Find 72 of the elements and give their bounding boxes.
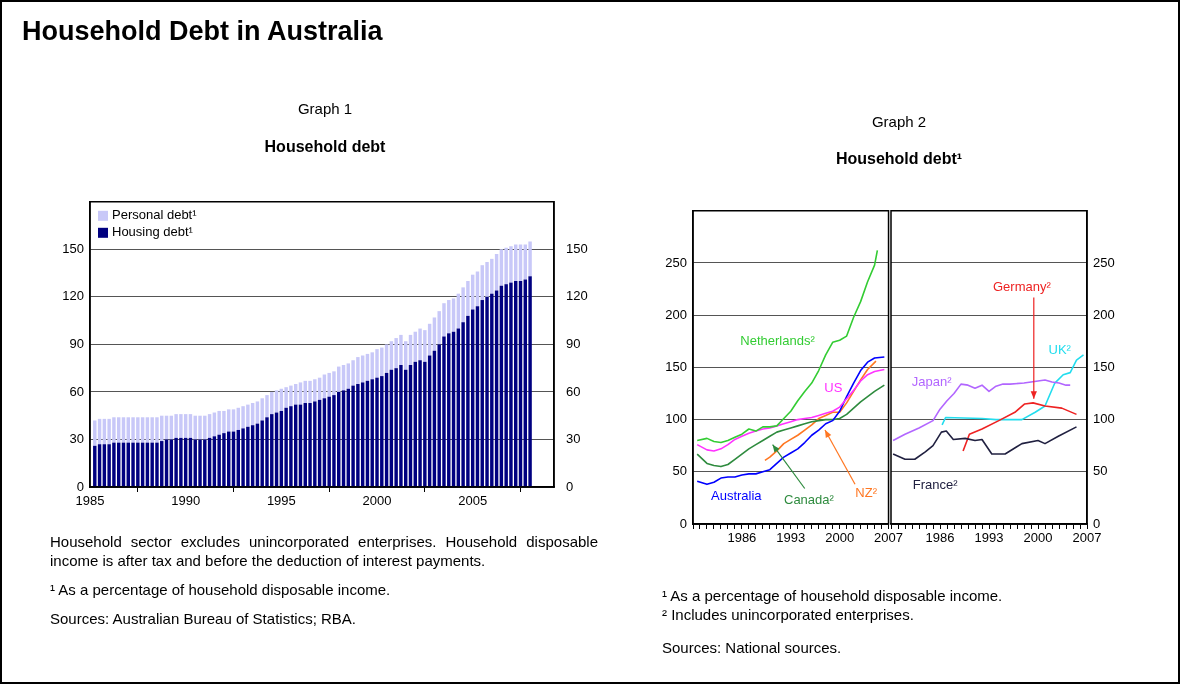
y-tick-label: 200 — [1093, 306, 1115, 322]
y-tick-label: 0 — [76, 478, 84, 494]
bar — [116, 417, 121, 443]
y-tick-label: 50 — [1093, 463, 1108, 479]
text: Germany² — [993, 278, 1052, 294]
y-tick-label: 0 — [679, 515, 687, 531]
y-tick-label: 0 — [1093, 515, 1101, 531]
text: Household Debt in Australia — [22, 16, 383, 47]
y2-tick-label: 60 — [566, 383, 581, 399]
bar — [121, 417, 126, 443]
x-tick-label: 1995 — [266, 493, 296, 509]
y-tick-label: 100 — [665, 411, 687, 427]
text: ² Includes unincorporated enterprises. — [662, 605, 915, 624]
chart-title: Household debt — [263, 138, 387, 156]
chart-subtitle: Graph 1 — [296, 100, 354, 117]
series-label: US — [824, 379, 843, 395]
series-label: Netherlands² — [740, 332, 816, 348]
bar — [140, 417, 145, 443]
y-tick-label: 250 — [665, 254, 687, 270]
series-label: Japan² — [911, 373, 953, 389]
y2-tick-label: 0 — [566, 478, 574, 494]
series-label: France² — [912, 476, 959, 492]
y-tick-label: 90 — [69, 335, 84, 351]
text: ¹ As a percentage of household disposable income. — [662, 586, 1004, 605]
x-tick-label: 2000 — [825, 530, 855, 546]
bar — [346, 363, 351, 389]
x-tick-label: 1985 — [75, 493, 105, 509]
text: Household sector excludes unincorporated enterprises. Household disposable income is after tax and before the deduction of interest payments. — [50, 532, 598, 570]
x-tick-label: 2000 — [1023, 530, 1053, 546]
y-tick-label: 150 — [62, 240, 84, 256]
chart-subtitle: Graph 2 — [870, 113, 928, 130]
source-note: Sources: Australian Bureau of Statistics; RBA. — [50, 609, 357, 628]
x-tick-label: 2000 — [362, 493, 392, 509]
bar — [93, 420, 97, 446]
bar — [231, 409, 236, 432]
y-tick-label: 50 — [672, 463, 687, 479]
text: NZ² — [855, 485, 878, 501]
x-tick-label: 1993 — [974, 530, 1004, 546]
x-tick-label: 1986 — [727, 530, 757, 546]
y-tick-label: 150 — [665, 358, 687, 374]
y-tick-label: 30 — [69, 431, 84, 447]
y2-tick-label: 120 — [566, 288, 588, 304]
bar — [528, 241, 532, 277]
bar — [274, 390, 279, 413]
x-tick-label: 1986 — [925, 530, 955, 546]
series-label: UK² — [1048, 342, 1072, 358]
y-tick-label: 60 — [69, 383, 84, 399]
y-tick-label: 150 — [1093, 358, 1115, 374]
y-tick-label: 120 — [62, 288, 84, 304]
y2-tick-label: 90 — [566, 335, 581, 351]
x-tick-label: 2007 — [874, 530, 903, 546]
legend-label: Personal debt¹ — [112, 207, 198, 223]
y-tick-label: 250 — [1093, 254, 1115, 270]
series-label: Australia — [711, 488, 763, 504]
bar — [298, 382, 303, 405]
text: Canada² — [783, 491, 835, 507]
y2-tick-label: 30 — [566, 431, 581, 447]
bar — [93, 445, 97, 487]
y-tick-label: 200 — [665, 306, 687, 322]
y2-tick-label: 150 — [566, 240, 588, 256]
chart-title: Household debt¹ — [834, 150, 964, 168]
x-tick-label: 1993 — [776, 530, 806, 546]
x-tick-label: 2007 — [1072, 530, 1102, 546]
x-tick-label: 1990 — [171, 493, 201, 509]
legend-label: Housing debt¹ — [112, 224, 194, 240]
bar — [255, 401, 260, 424]
text: ¹ As a percentage of household disposable income. — [50, 580, 392, 599]
x-tick-label: 2005 — [458, 493, 488, 509]
bar — [145, 417, 150, 443]
y-tick-label: 100 — [1093, 411, 1115, 427]
bar — [528, 276, 532, 487]
source-note: Sources: National sources. — [662, 638, 843, 657]
